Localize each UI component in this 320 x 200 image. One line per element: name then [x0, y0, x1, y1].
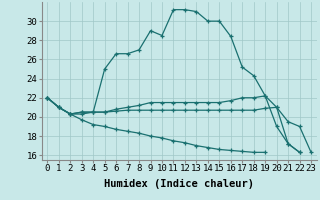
- X-axis label: Humidex (Indice chaleur): Humidex (Indice chaleur): [104, 179, 254, 189]
